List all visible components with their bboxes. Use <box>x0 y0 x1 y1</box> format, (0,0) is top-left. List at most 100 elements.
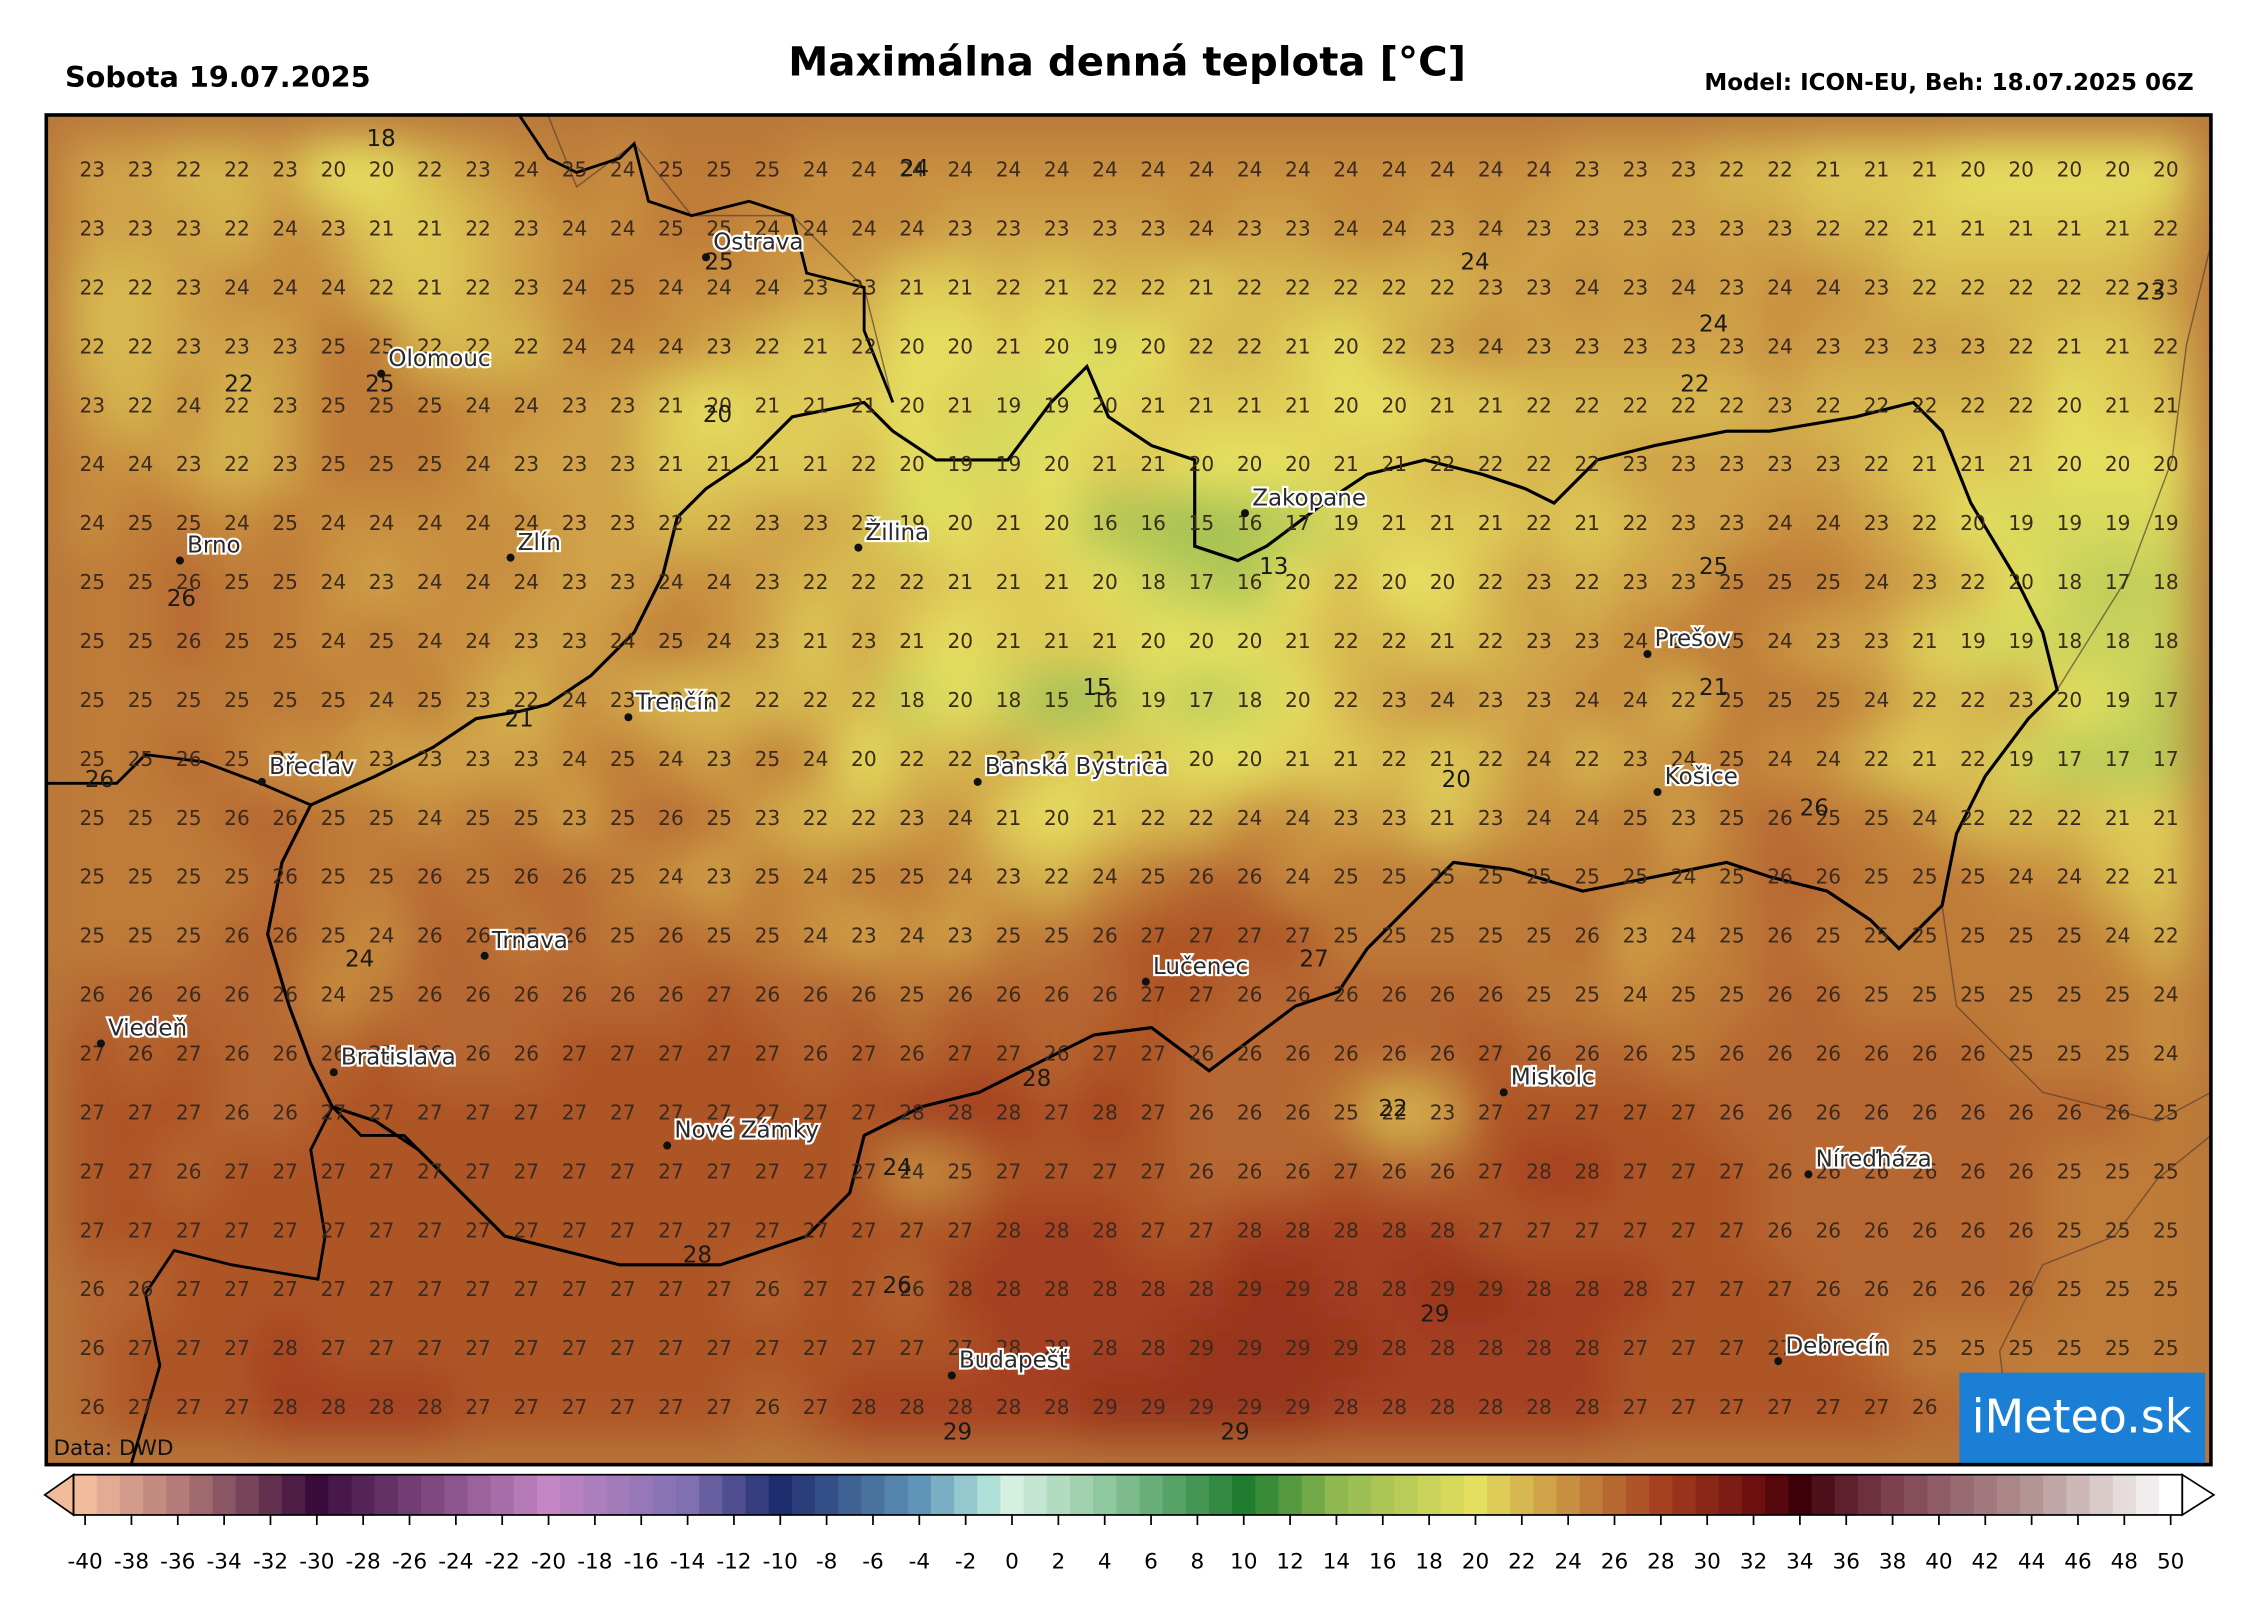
city-dot <box>257 777 266 786</box>
temperature-cell <box>982 375 1035 438</box>
grid-value: 24 <box>803 747 829 771</box>
temperature-cell <box>1850 1083 1903 1145</box>
temperature-cell <box>307 1200 359 1263</box>
grid-value: 27 <box>706 983 732 1007</box>
temperature-cell <box>1561 1259 1613 1322</box>
temperature-cell <box>838 1024 890 1086</box>
grid-value: 22 <box>465 216 491 240</box>
grid-value: 28 <box>947 1100 973 1124</box>
grid-value: 28 <box>1526 1336 1552 1360</box>
temperature-cell <box>1031 1200 1083 1263</box>
grid-value: 26 <box>1912 1395 1938 1419</box>
grid-value: 21 <box>1430 511 1456 535</box>
temperature-cell <box>307 611 359 674</box>
grid-value: 24 <box>1092 158 1118 182</box>
grid-value: 24 <box>1574 806 1600 830</box>
temperature-cell <box>1368 1200 1420 1263</box>
temperature-cell <box>693 906 745 969</box>
grid-value: 21 <box>996 806 1022 830</box>
grid-value: 19 <box>2105 688 2131 712</box>
temperature-cell <box>2043 1259 2095 1322</box>
colorbar-tick-label: -12 <box>716 1549 751 1574</box>
extremum-value: 24 <box>345 947 374 973</box>
grid-value: 23 <box>1719 511 1745 535</box>
colorbar-tick-label: -4 <box>909 1549 930 1574</box>
temperature-cell <box>1754 1024 1806 1086</box>
temperature-cell <box>1658 906 1710 969</box>
grid-value: 17 <box>2153 688 2179 712</box>
temperature-cell <box>1995 965 2047 1027</box>
grid-value: 21 <box>1574 511 1600 535</box>
grid-value: 24 <box>321 511 347 535</box>
temperature-cell <box>693 493 745 556</box>
temperature-cell <box>790 1024 842 1086</box>
grid-value: 22 <box>1044 865 1070 889</box>
grid-value: 26 <box>1912 1218 1938 1242</box>
temperature-cell <box>790 965 842 1027</box>
temperature-cell <box>1224 1200 1276 1263</box>
temperature-cell <box>1658 140 1710 202</box>
temperature-cell <box>66 258 118 320</box>
temperature-cell <box>1513 1318 1565 1381</box>
grid-value: 22 <box>2057 806 2083 830</box>
temperature-cell <box>2140 611 2192 674</box>
grid-value: 28 <box>1430 1336 1456 1360</box>
temperature-cell <box>259 1200 311 1263</box>
grid-value: 24 <box>1430 158 1456 182</box>
temperature-cell <box>1850 434 1903 497</box>
city-label: Břeclav <box>269 754 355 780</box>
grid-value: 24 <box>803 216 829 240</box>
temperature-cell <box>404 906 456 969</box>
temperature-cell <box>1706 1377 1758 1440</box>
grid-value: 24 <box>417 570 443 594</box>
grid-value: 26 <box>1767 865 1793 889</box>
grid-value: 25 <box>610 747 636 771</box>
temperature-cell <box>307 552 359 615</box>
temperature-cell <box>982 1141 1035 1204</box>
grid-value: 26 <box>513 865 539 889</box>
grid-value: 22 <box>658 511 684 535</box>
temperature-cell <box>1320 552 1372 615</box>
temperature-cell <box>2140 493 2192 556</box>
colorbar-cell <box>1718 1474 1743 1515</box>
temperature-cell <box>163 1141 215 1204</box>
grid-value: 26 <box>272 983 298 1007</box>
temperature-cell <box>1416 729 1469 792</box>
grid-value: 22 <box>706 688 732 712</box>
temperature-cell <box>356 1318 408 1381</box>
grid-value: 25 <box>1815 570 1841 594</box>
temperature-cell <box>356 1259 408 1322</box>
grid-value: 27 <box>803 1336 829 1360</box>
extremum-value: 28 <box>683 1243 712 1269</box>
grid-value: 23 <box>1381 806 1407 830</box>
grid-value: 26 <box>803 1042 829 1066</box>
temperature-cell <box>1561 552 1613 615</box>
temperature-cell <box>982 1083 1035 1145</box>
grid-value: 25 <box>706 924 732 948</box>
grid-value: 23 <box>1912 570 1938 594</box>
grid-value: 27 <box>947 1336 973 1360</box>
temperature-cell <box>1754 140 1806 202</box>
temperature-cell <box>1079 140 1131 202</box>
grid-value: 21 <box>755 393 781 417</box>
temperature-cell <box>2043 1083 2095 1145</box>
grid-value: 24 <box>513 511 539 535</box>
temperature-cell <box>982 316 1035 379</box>
grid-value: 22 <box>2008 275 2034 299</box>
grid-value: 27 <box>1237 924 1263 948</box>
temperature-cell <box>163 1318 215 1381</box>
temperature-cell <box>1465 258 1517 320</box>
grid-value: 24 <box>176 393 202 417</box>
grid-value: 27 <box>1671 1100 1697 1124</box>
grid-value: 24 <box>610 158 636 182</box>
grid-value: 28 <box>996 1218 1022 1242</box>
city-dot <box>1499 1088 1508 1097</box>
grid-value: 17 <box>1189 688 1215 712</box>
colorbar-cell <box>1602 1474 1627 1515</box>
grid-value: 27 <box>1044 1159 1070 1183</box>
temperature-cell <box>934 140 986 202</box>
extremum-value: 20 <box>703 402 732 428</box>
grid-value: 26 <box>224 924 250 948</box>
grid-value: 26 <box>1237 1100 1263 1124</box>
grid-value: 27 <box>1671 1336 1697 1360</box>
